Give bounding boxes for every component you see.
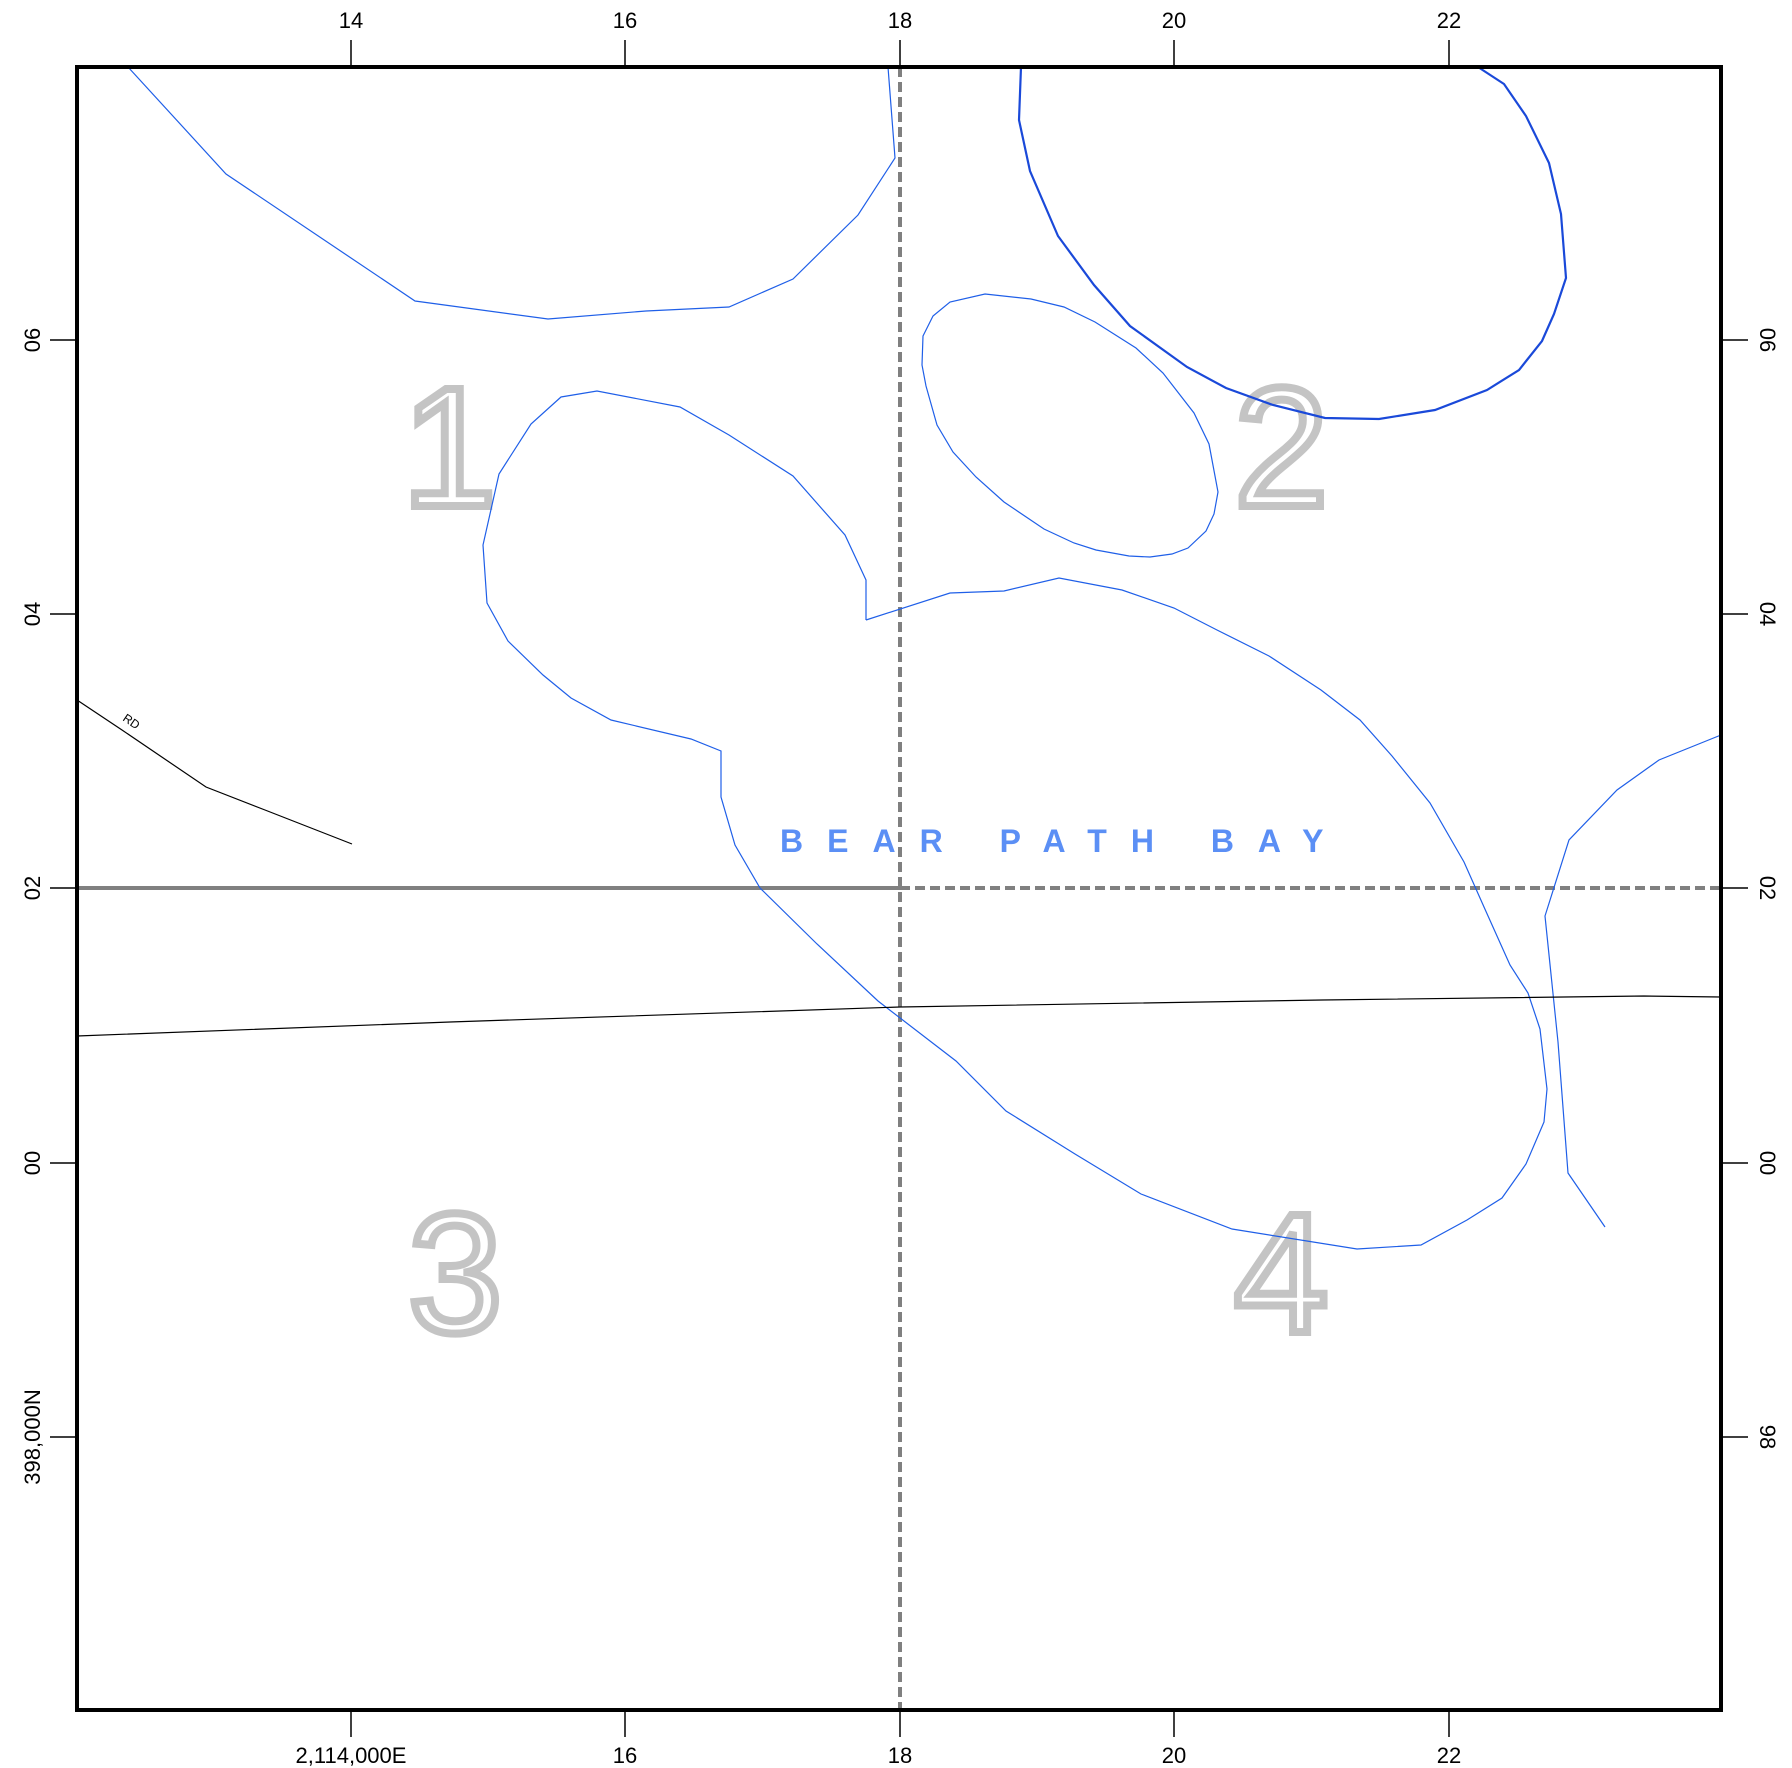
road-east-west xyxy=(76,995,1722,1037)
quadrant-label-4: 4 xyxy=(1234,1179,1329,1369)
left-tick-label: 398,000N xyxy=(20,1389,45,1484)
island-shoreline xyxy=(921,293,1219,558)
right-tick-label: 98 xyxy=(1755,1425,1780,1449)
quadrant-label-3: 3 xyxy=(408,1179,503,1369)
lake-bear-path-bay-shoreline xyxy=(482,390,1548,1250)
bottom-tick-label: 18 xyxy=(888,1743,912,1768)
left-tick-label: 06 xyxy=(20,328,45,352)
right-tick-label: 00 xyxy=(1755,1151,1780,1175)
quadrant-label-1: 1 xyxy=(402,353,497,543)
left-tick-label: 04 xyxy=(20,602,45,626)
shoreline-northwest xyxy=(127,66,896,320)
top-tick-label: 20 xyxy=(1162,8,1186,33)
shoreline-northeast xyxy=(1017,66,1568,421)
stream-east xyxy=(1544,734,1722,1228)
top-tick-label: 16 xyxy=(613,8,637,33)
left-tick-label: 00 xyxy=(20,1151,45,1175)
top-tick-label: 22 xyxy=(1437,8,1461,33)
top-axis: 14 16 18 20 22 xyxy=(339,8,1461,67)
top-tick-label: 18 xyxy=(888,8,912,33)
bottom-tick-label: 16 xyxy=(613,1743,637,1768)
right-axis: 06 04 02 00 98 xyxy=(1721,328,1780,1449)
left-tick-label: 02 xyxy=(20,876,45,900)
right-tick-label: 02 xyxy=(1755,876,1780,900)
top-tick-label: 14 xyxy=(339,8,363,33)
water-body-label: BEAR PATH BAY xyxy=(780,823,1347,859)
right-tick-label: 04 xyxy=(1755,602,1780,626)
quadrant-label-2: 2 xyxy=(1234,353,1329,543)
bottom-tick-label: 20 xyxy=(1162,1743,1186,1768)
right-tick-label: 06 xyxy=(1755,328,1780,352)
road-label: RD xyxy=(120,711,142,732)
left-axis: 06 04 02 00 398,000N xyxy=(20,328,77,1485)
bottom-tick-label: 2,114,000E xyxy=(296,1743,407,1768)
bottom-tick-label: 22 xyxy=(1437,1743,1461,1768)
road-northwest xyxy=(76,699,353,845)
bottom-axis: 2,114,000E 16 18 20 22 xyxy=(296,1710,1461,1768)
